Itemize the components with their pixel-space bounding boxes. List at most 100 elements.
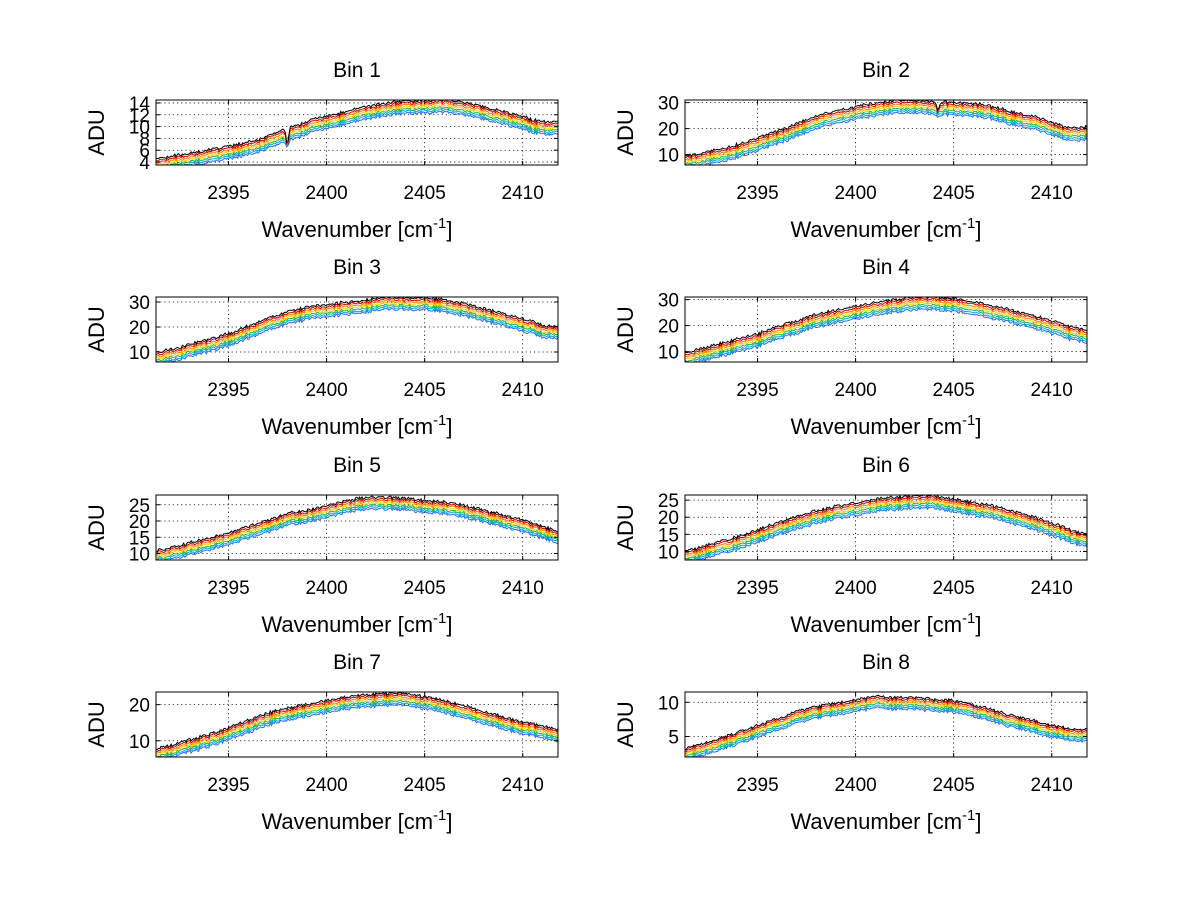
series-group	[685, 100, 1087, 165]
series-line-4	[156, 696, 558, 757]
x-axis-label: Wavenumber [cm-1]	[790, 610, 981, 637]
series-line-4	[156, 301, 558, 360]
plot-area	[685, 297, 1087, 362]
y-tick-label: 10	[129, 343, 150, 364]
subplot-title: Bin 6	[862, 454, 910, 477]
x-tick-label: 2405	[933, 775, 975, 796]
series-line-5	[156, 101, 558, 164]
series-line-2	[157, 504, 558, 560]
y-tick-label: 10	[658, 542, 679, 563]
series-line-1	[164, 307, 558, 362]
y-axis-label: ADU	[84, 306, 109, 352]
subplot-bin-2: 2395 2400 2405 2410 10 20 30 Bin 2 Wavenumber [c…	[613, 59, 1088, 242]
series-line-2	[160, 700, 558, 757]
subplot-title: Bin 1	[333, 59, 381, 82]
axes-frame	[155, 99, 559, 166]
x-tick-label: 2410	[1031, 183, 1073, 204]
y-tick-label: 14	[129, 94, 151, 115]
axes-frame	[684, 691, 1088, 758]
series-line-1	[159, 507, 558, 560]
series-line-6	[156, 100, 558, 162]
series-line-7	[685, 694, 1087, 751]
x-tick-label: 2405	[933, 380, 975, 401]
x-tick-label: 2410	[1031, 380, 1073, 401]
y-tick-label: 10	[658, 146, 679, 167]
series-line-7	[685, 297, 1087, 354]
y-tick-label: 25	[129, 496, 150, 517]
x-tick-label: 2405	[404, 775, 446, 796]
y-axis-label: ADU	[613, 701, 638, 747]
subplot-title: Bin 2	[862, 59, 910, 82]
series-line-1	[702, 110, 1087, 165]
x-axis-label: Wavenumber [cm-1]	[261, 215, 452, 242]
y-axis-label: ADU	[84, 504, 109, 550]
series-group	[156, 692, 558, 757]
series-line-6	[156, 497, 558, 555]
series-line-5	[156, 299, 558, 358]
y-tick-label: 6	[139, 141, 150, 162]
series-group	[685, 694, 1087, 757]
x-tick-label: 2405	[404, 183, 446, 204]
y-axis-label: ADU	[84, 701, 109, 747]
series-line-3	[685, 303, 1087, 362]
y-tick-label: 30	[658, 291, 679, 312]
y-tick-label: 10	[658, 693, 679, 714]
x-tick-label: 2400	[834, 775, 876, 796]
y-tick-label: 10	[658, 343, 679, 364]
series-line-5	[156, 694, 558, 754]
series-line-1	[695, 307, 1087, 362]
series-line-7	[685, 495, 1087, 551]
axes-frame	[684, 99, 1088, 166]
series-line-1	[694, 505, 1087, 560]
series-line-1	[166, 702, 558, 757]
x-tick-label: 2395	[207, 183, 249, 204]
x-tick-label: 2400	[305, 183, 347, 204]
plot-area	[156, 495, 558, 560]
series-line-4	[685, 301, 1087, 360]
axes-frame	[684, 296, 1088, 363]
x-tick-label: 2400	[834, 380, 876, 401]
y-axis-label: ADU	[613, 109, 638, 155]
series-line-4	[685, 104, 1087, 163]
subplot-title: Bin 3	[333, 256, 381, 279]
x-tick-label: 2410	[1031, 578, 1073, 599]
series-line-7	[685, 100, 1087, 158]
x-tick-label: 2400	[834, 183, 876, 204]
x-tick-label: 2395	[736, 380, 778, 401]
series-line-4	[156, 501, 558, 559]
series-line-2	[687, 504, 1087, 560]
series-line-7	[156, 692, 558, 751]
series-line-6	[156, 693, 558, 752]
axes-frame	[684, 494, 1088, 561]
series-line-2	[173, 108, 558, 165]
series-line-7	[156, 495, 558, 553]
x-tick-label: 2400	[305, 578, 347, 599]
x-axis-label: Wavenumber [cm-1]	[790, 807, 981, 834]
x-axis-label: Wavenumber [cm-1]	[790, 215, 981, 242]
plot-area	[685, 100, 1087, 165]
series-group	[685, 495, 1087, 560]
y-tick-label: 20	[658, 508, 679, 529]
series-line-3	[156, 699, 558, 757]
y-tick-label: 25	[658, 491, 679, 512]
axes-frame	[155, 296, 559, 363]
x-tick-label: 2410	[502, 380, 544, 401]
y-axis-label: ADU	[613, 504, 638, 550]
series-line-2	[688, 306, 1087, 362]
series-line-5	[685, 698, 1087, 755]
series-line-4	[685, 700, 1087, 757]
axes-frame	[155, 494, 559, 561]
x-axis-label: Wavenumber [cm-1]	[261, 610, 452, 637]
x-tick-label: 2410	[502, 775, 544, 796]
x-tick-label: 2395	[736, 775, 778, 796]
y-tick-label: 8	[139, 129, 150, 150]
series-line-5	[685, 497, 1087, 556]
subplot-bin-8: 2395 2400 2405 2410 5 10 Bin 8 Wavenumber [cm-1…	[613, 651, 1088, 834]
x-axis-label: Wavenumber [cm-1]	[790, 412, 981, 439]
series-line-6	[685, 100, 1087, 160]
x-tick-label: 2395	[736, 578, 778, 599]
x-tick-label: 2395	[736, 183, 778, 204]
